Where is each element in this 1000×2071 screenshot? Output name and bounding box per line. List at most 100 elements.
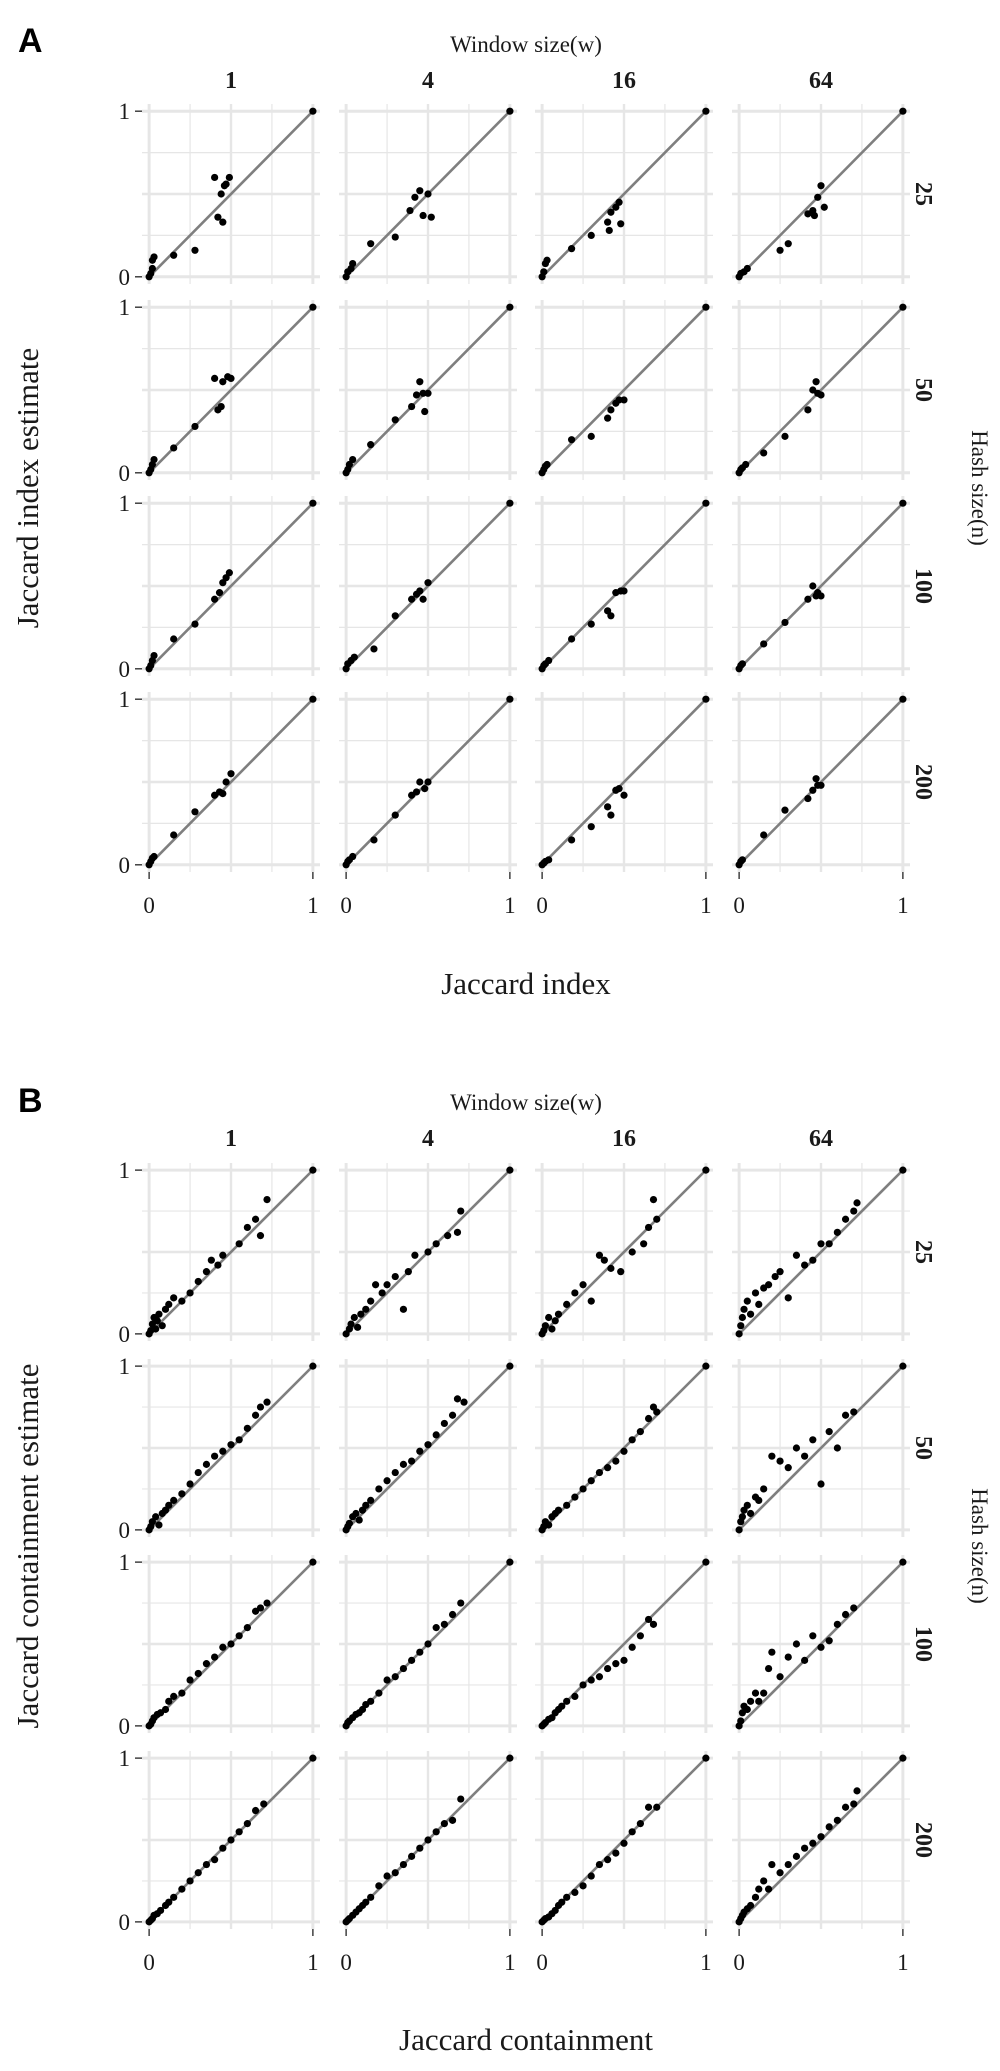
data-point — [186, 1289, 194, 1297]
data-point — [850, 1207, 858, 1215]
data-point — [211, 1856, 219, 1864]
data-point — [235, 1632, 243, 1640]
data-point — [404, 1268, 412, 1276]
data-point — [587, 1872, 595, 1880]
data-point — [833, 1816, 841, 1824]
data-point — [235, 1828, 243, 1836]
data-point — [760, 449, 768, 457]
data-point — [352, 1509, 360, 1518]
data-point — [309, 1362, 317, 1370]
data-point — [579, 1681, 587, 1689]
data-point — [817, 592, 825, 600]
data-point — [412, 788, 421, 796]
data-point — [444, 1232, 452, 1240]
data-point — [792, 1640, 801, 1648]
row-strip-label: 50 — [910, 1436, 936, 1460]
data-point — [751, 1689, 760, 1697]
data-point — [457, 1599, 465, 1607]
col-strip-label: 64 — [809, 68, 833, 94]
data-point — [649, 1620, 658, 1628]
y-axis-title: Jaccard index estimate — [10, 348, 45, 629]
data-point — [587, 231, 595, 239]
data-point — [408, 402, 416, 411]
data-point — [579, 1882, 587, 1890]
data-point — [740, 1305, 748, 1313]
data-point — [432, 1828, 440, 1836]
data-point — [579, 1485, 587, 1493]
data-point — [506, 303, 514, 311]
reference-line — [541, 1561, 707, 1727]
data-point — [644, 1803, 653, 1811]
reference-line — [148, 1169, 314, 1335]
data-point — [764, 1885, 773, 1893]
data-point — [367, 1697, 375, 1705]
data-point — [227, 374, 235, 383]
data-point — [551, 1317, 559, 1325]
data-point — [194, 1869, 202, 1877]
data-point — [243, 1624, 251, 1632]
data-point — [391, 1272, 399, 1281]
data-point — [256, 1232, 265, 1240]
data-point — [383, 1676, 391, 1684]
data-point — [636, 1632, 644, 1640]
data-point — [399, 1664, 408, 1673]
data-point — [408, 595, 416, 603]
data-point — [755, 1496, 763, 1505]
y-axis-title: Jaccard containment estimate — [10, 1364, 45, 1729]
data-point — [227, 1836, 235, 1844]
data-point — [853, 1199, 861, 1207]
data-point — [424, 1441, 432, 1449]
data-point — [760, 1689, 768, 1697]
data-point — [170, 1294, 178, 1302]
data-point — [612, 1660, 620, 1668]
data-point — [768, 1648, 776, 1656]
data-point — [545, 1521, 553, 1529]
y-tick-label: 0 — [119, 1714, 131, 1739]
data-point — [563, 1501, 571, 1509]
data-point — [235, 1240, 243, 1248]
data-point — [760, 1877, 768, 1885]
data-point — [453, 1395, 462, 1403]
data-point — [755, 1697, 763, 1705]
data-point — [841, 1215, 850, 1223]
data-point — [506, 1362, 514, 1370]
data-point — [263, 1195, 271, 1204]
data-point — [620, 1839, 628, 1847]
data-point — [362, 1898, 370, 1906]
data-point — [202, 1268, 211, 1276]
data-point — [256, 1403, 265, 1411]
data-point — [814, 193, 822, 201]
data-point — [620, 1447, 628, 1455]
data-point — [825, 1240, 833, 1248]
data-point — [817, 391, 825, 399]
data-point — [620, 791, 628, 799]
row-strip-label: 50 — [910, 378, 936, 402]
data-point — [607, 612, 615, 620]
data-point — [899, 107, 907, 115]
data-point — [760, 640, 768, 648]
data-point — [219, 1447, 227, 1455]
data-point — [170, 831, 178, 839]
data-point — [309, 303, 317, 311]
data-point — [746, 1310, 755, 1318]
data-point — [801, 1656, 809, 1664]
data-point — [702, 1362, 710, 1370]
data-point — [600, 1256, 608, 1264]
data-point — [809, 786, 817, 794]
data-point — [219, 789, 227, 798]
data-point — [607, 811, 615, 819]
row-strip-label: 100 — [910, 1626, 936, 1662]
data-point — [150, 852, 158, 861]
data-point — [587, 823, 595, 831]
data-point — [755, 1300, 763, 1309]
y-tick-label: 1 — [119, 1746, 131, 1771]
data-point — [612, 1849, 620, 1857]
data-point — [853, 1787, 861, 1795]
data-point — [506, 1166, 514, 1174]
data-point — [702, 499, 710, 507]
data-point — [457, 1795, 465, 1803]
data-point — [448, 1610, 457, 1619]
data-point — [391, 612, 399, 620]
data-point — [558, 1702, 566, 1710]
y-tick-label: 0 — [119, 461, 131, 486]
